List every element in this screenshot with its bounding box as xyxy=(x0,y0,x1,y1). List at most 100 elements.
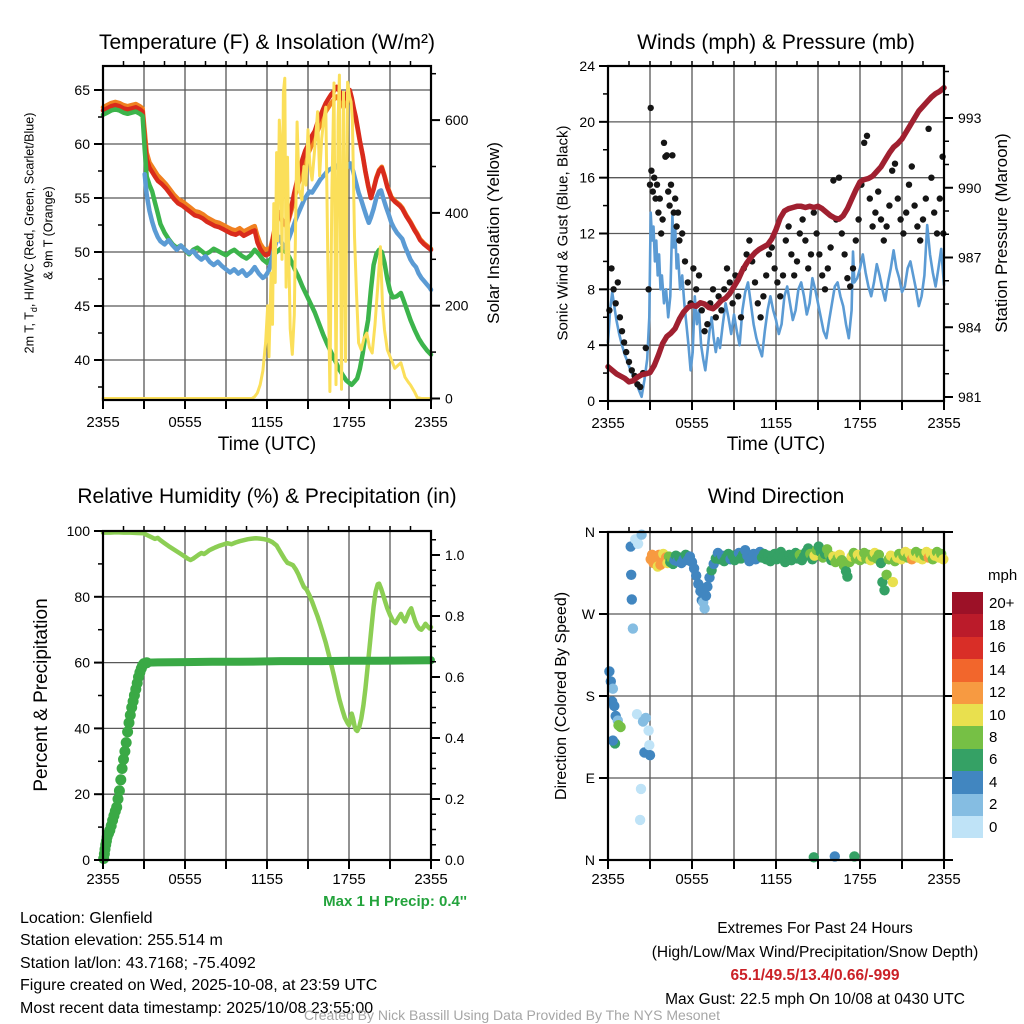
point-gusts-black xyxy=(712,314,719,321)
chart1-title: Temperature (F) & Insolation (W/m²) xyxy=(98,31,436,54)
chart2-xaxis-label: Time (UTC) xyxy=(726,434,826,455)
point-wind-direction xyxy=(644,740,655,751)
colorbar-label: 8 xyxy=(989,728,998,746)
point-gusts-black xyxy=(911,202,918,209)
point-gusts-black xyxy=(830,177,837,184)
y-tick-label-right: 600 xyxy=(445,112,469,128)
point-gusts-black xyxy=(608,265,615,272)
point-gusts-black xyxy=(760,293,767,300)
colorbar-swatch-4 xyxy=(952,771,983,794)
colorbar-label: 6 xyxy=(989,751,998,769)
point-gusts-black xyxy=(883,223,890,230)
point-precip-accum-dots xyxy=(116,763,128,774)
chart4-left-axis-label: Direction (Colored By Speed) xyxy=(553,591,570,801)
chart2-left-axis-label: Sonic Wind & Gust (Blue, Black) xyxy=(554,125,572,341)
colorbar-label: 18 xyxy=(989,616,1006,634)
point-wind-direction xyxy=(615,721,626,733)
colorbar-label: 2 xyxy=(989,796,998,814)
point-gusts-black xyxy=(649,188,656,195)
point-wind-direction xyxy=(643,725,654,736)
series-insolation-yellow xyxy=(101,73,433,400)
point-gusts-black xyxy=(746,237,753,244)
x-tick-label: 0555 xyxy=(675,871,708,888)
point-gusts-black xyxy=(684,279,691,286)
point-gusts-black xyxy=(922,195,929,202)
x-tick-label: 2355 xyxy=(86,414,119,431)
point-gusts-black xyxy=(618,328,626,335)
point-gusts-black xyxy=(777,293,784,300)
colorbar-label: 0 xyxy=(989,818,998,836)
y-tick-label-left: 100 xyxy=(67,523,91,539)
point-gusts-black xyxy=(805,265,812,272)
colorbar-swatch-12 xyxy=(952,681,983,704)
point-gusts-black xyxy=(933,230,941,237)
point-gusts-black xyxy=(900,230,907,237)
colorbar-label: 16 xyxy=(989,639,1006,657)
point-gusts-black xyxy=(625,358,633,366)
point-gusts-black xyxy=(646,181,654,188)
point-gusts-black xyxy=(891,160,899,167)
point-gusts-black xyxy=(642,344,649,352)
point-gusts-black xyxy=(672,195,679,202)
colorbar-swatch-16 xyxy=(952,636,983,660)
credit-footer: Created By Nick Bassill Using Data Provi… xyxy=(303,1007,721,1023)
y-tick-label-left: 45 xyxy=(74,298,90,314)
point-gusts-black xyxy=(841,251,848,258)
figure-created: Figure created on Wed, 2025-10-08, at 23… xyxy=(20,977,378,995)
point-gusts-black xyxy=(802,237,809,244)
point-gusts-black xyxy=(819,272,826,279)
point-precip-accum-dots xyxy=(120,737,132,749)
point-gusts-black xyxy=(771,265,778,272)
x-tick-label: 2355 xyxy=(591,415,624,432)
point-gusts-black xyxy=(917,237,924,244)
series-wind-chill-blue xyxy=(142,161,434,293)
point-precip-accum-dots xyxy=(113,785,125,797)
y-tick-label-left: N xyxy=(585,524,595,540)
point-wind-direction xyxy=(632,538,644,549)
point-gusts-black xyxy=(648,167,655,174)
point-gusts-black xyxy=(735,293,742,300)
chart1-xaxis-label: Time (UTC) xyxy=(217,434,317,455)
y-tick-label-left: 55 xyxy=(74,190,90,206)
colorbar-swatch-8 xyxy=(952,726,983,749)
point-gusts-black xyxy=(655,209,662,216)
point-gusts-black xyxy=(844,275,851,282)
point-gusts-black xyxy=(637,383,644,391)
y-tick-label-left: 40 xyxy=(74,352,90,368)
point-gusts-black xyxy=(866,195,873,202)
point-gusts-black xyxy=(908,163,915,170)
point-gusts-black xyxy=(676,237,683,244)
point-gusts-black xyxy=(791,272,798,279)
point-wind-direction xyxy=(842,571,853,582)
point-gusts-black xyxy=(925,125,932,132)
point-gusts-black xyxy=(628,367,635,374)
x-tick-label: 0555 xyxy=(168,871,201,888)
chart1-right-axis-label: Solar Insolation (Yellow) xyxy=(484,142,503,324)
y-tick-label-right: 1.0 xyxy=(445,547,465,563)
y-tick-label-left: 65 xyxy=(74,82,90,98)
point-gusts-black xyxy=(869,223,876,230)
point-wind-direction xyxy=(609,700,620,712)
point-gusts-black xyxy=(673,223,680,230)
point-gusts-black xyxy=(889,167,896,174)
colorbar-label: 10 xyxy=(989,706,1006,724)
x-tick-label: 1755 xyxy=(843,415,876,432)
y-tick-label-right: 993 xyxy=(958,110,982,126)
chart3-title: Relative Humidity (%) & Precipitation (i… xyxy=(77,485,457,508)
y-tick-label-right: 990 xyxy=(958,180,982,196)
x-tick-label: 1155 xyxy=(760,415,792,432)
point-gusts-black xyxy=(709,286,717,293)
point-gusts-black xyxy=(919,216,927,223)
chart3-left-axis-label: Percent & Precipitation xyxy=(31,598,52,792)
y-tick-label-left: 0 xyxy=(82,852,90,868)
point-gusts-black xyxy=(679,230,686,237)
y-tick-label-right: 0 xyxy=(445,391,453,407)
point-gusts-black xyxy=(779,272,787,279)
station-latlon: Station lat/lon: 43.7168; -75.4092 xyxy=(20,954,256,972)
point-gusts-black xyxy=(807,251,815,258)
point-gusts-black xyxy=(928,174,935,181)
point-gusts-black xyxy=(872,209,879,216)
point-gusts-black xyxy=(681,258,689,265)
point-gusts-black xyxy=(855,216,862,223)
